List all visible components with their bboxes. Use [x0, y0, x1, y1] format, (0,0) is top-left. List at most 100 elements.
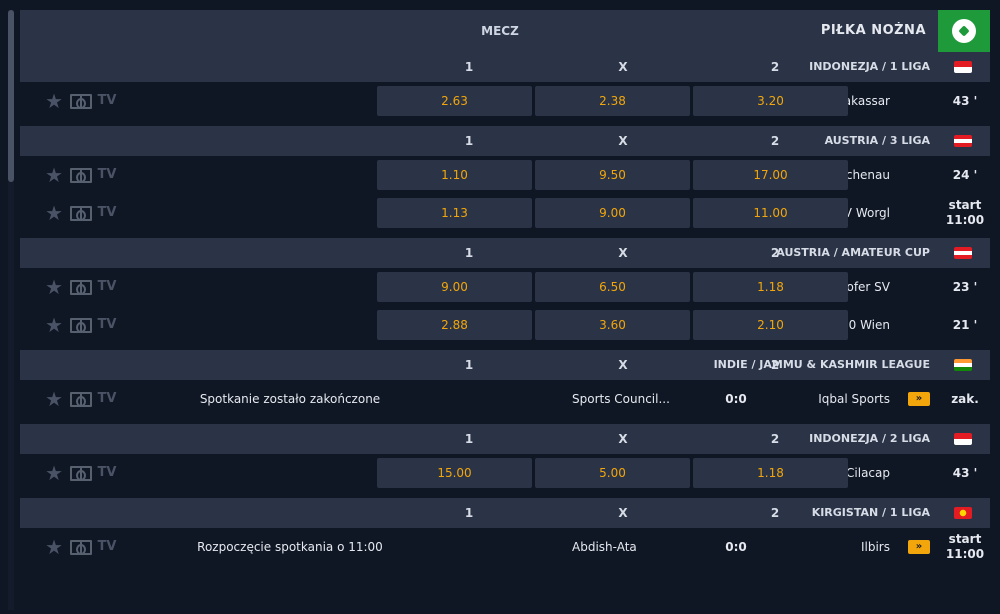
odds-header-two: 2 — [770, 60, 780, 74]
sport-title: PIŁKA NOŻNA — [820, 23, 926, 38]
odd-draw-button[interactable]: 3.60 — [535, 310, 690, 340]
tv-icon[interactable]: TV — [97, 539, 117, 554]
odds-header-one: 1 — [464, 506, 474, 520]
league-header: KIRGISTAN / 1 LIGA 1 X 2 — [20, 498, 990, 528]
odd-draw-button[interactable]: 2.38 — [535, 86, 690, 116]
odds-header-two: 2 — [770, 134, 780, 148]
odds-header-one: 1 — [464, 432, 474, 446]
match-row[interactable]: zak. » Iqbal Sports 0:0 Sports Council... Spo… — [20, 380, 990, 418]
odd-draw-button[interactable]: 9.50 — [535, 160, 690, 190]
match-column-title: MECZ — [481, 24, 519, 38]
odds-header-x: X — [618, 506, 628, 520]
home-team[interactable]: Ilbirs — [860, 540, 890, 554]
pitch-icon[interactable] — [70, 318, 92, 333]
match-row[interactable]: start 11:00 » Ilbirs 0:0 Abdish-Ata Rozpoczęc… — [20, 528, 990, 566]
match-live-badge[interactable]: » — [908, 540, 930, 554]
odd-away-win-button[interactable]: 17.00 — [693, 160, 848, 190]
away-team[interactable]: Abdish-Ata — [572, 540, 637, 554]
league-name[interactable]: INDONEZJA / 2 LIGA — [809, 432, 930, 445]
match-row[interactable]: 23 'Gersthofer SV0:0SV Donau Wien9.006.5… — [20, 268, 990, 306]
league-name[interactable]: INDIE / JAMMU & KASHMIR LEAGUE — [713, 358, 930, 371]
favorite-star-icon[interactable]: ★ — [45, 313, 63, 337]
odd-away-win-button[interactable]: 2.10 — [693, 310, 848, 340]
favorite-star-icon[interactable]: ★ — [45, 387, 63, 411]
match-time: 43 ' — [952, 93, 978, 108]
match-score: 0:0 — [725, 392, 747, 406]
indonesia-flag-icon — [954, 433, 972, 445]
odd-draw-button[interactable]: 6.50 — [535, 272, 690, 302]
match-time: 43 ' — [952, 465, 978, 480]
pitch-icon[interactable] — [70, 168, 92, 183]
favorite-star-icon[interactable]: ★ — [45, 163, 63, 187]
league-header: AUSTRIA / AMATEUR CUP 1 X 2 — [20, 238, 990, 268]
league-header: AUSTRIA / 3 LIGA 1 X 2 — [20, 126, 990, 156]
tv-icon[interactable]: TV — [97, 317, 117, 332]
odd-home-win-button[interactable]: 2.63 — [377, 86, 532, 116]
pitch-icon[interactable] — [70, 206, 92, 221]
odd-away-win-button[interactable]: 1.18 — [693, 458, 848, 488]
pitch-icon[interactable] — [70, 280, 92, 295]
favorite-star-icon[interactable]: ★ — [45, 275, 63, 299]
favorite-star-icon[interactable]: ★ — [45, 89, 63, 113]
favorite-star-icon[interactable]: ★ — [45, 535, 63, 559]
odd-draw-button[interactable]: 5.00 — [535, 458, 690, 488]
match-status: Spotkanie zostało zakończone — [199, 392, 381, 406]
league-name[interactable]: AUSTRIA / AMATEUR CUP — [776, 246, 930, 259]
odd-draw-button[interactable]: 9.00 — [535, 198, 690, 228]
tv-icon[interactable]: TV — [97, 167, 117, 182]
tv-icon[interactable]: TV — [97, 465, 117, 480]
austria-flag-icon — [954, 247, 972, 259]
favorite-star-icon[interactable]: ★ — [45, 201, 63, 225]
pitch-icon[interactable] — [70, 540, 92, 555]
odds-header-x: X — [618, 358, 628, 372]
favorite-star-icon[interactable]: ★ — [45, 461, 63, 485]
odds-header-one: 1 — [464, 246, 474, 260]
india-flag-icon — [954, 359, 972, 371]
odds-header-one: 1 — [464, 134, 474, 148]
odds-header-two: 2 — [770, 506, 780, 520]
odd-away-win-button[interactable]: 3.20 — [693, 86, 848, 116]
odds-header-one: 1 — [464, 358, 474, 372]
odds-header-one: 1 — [464, 60, 474, 74]
match-live-badge[interactable]: » — [908, 392, 930, 406]
odd-home-win-button[interactable]: 15.00 — [377, 458, 532, 488]
odd-home-win-button[interactable]: 1.10 — [377, 160, 532, 190]
football-icon[interactable] — [938, 10, 990, 52]
match-time: start 11:00 — [945, 532, 985, 561]
match-time: zak. — [951, 391, 979, 406]
kyrgyzstan-flag-icon — [954, 507, 972, 519]
austria-flag-icon — [954, 135, 972, 147]
match-time: 21 ' — [952, 317, 978, 332]
odd-home-win-button[interactable]: 2.88 — [377, 310, 532, 340]
match-score: 0:0 — [725, 540, 747, 554]
match-time: 23 ' — [952, 279, 978, 294]
tv-icon[interactable]: TV — [97, 205, 117, 220]
match-status: Rozpoczęcie spotkania o 11:00 — [197, 540, 383, 554]
odd-home-win-button[interactable]: 9.00 — [377, 272, 532, 302]
pitch-icon[interactable] — [70, 94, 92, 109]
odd-away-win-button[interactable]: 1.18 — [693, 272, 848, 302]
tv-icon[interactable]: TV — [97, 279, 117, 294]
home-team[interactable]: Iqbal Sports — [818, 392, 890, 406]
match-time: start 11:00 — [945, 198, 985, 227]
odd-home-win-button[interactable]: 1.13 — [377, 198, 532, 228]
league-header: INDONEZJA / 1 LIGA 1 X 2 — [20, 52, 990, 82]
match-row[interactable]: 43 'PSCS Cilacap0:1Persis Solo15.005.001… — [20, 454, 990, 492]
pitch-icon[interactable] — [70, 392, 92, 407]
league-name[interactable]: KIRGISTAN / 1 LIGA — [811, 506, 930, 519]
scrollbar-thumb[interactable] — [8, 10, 14, 182]
match-row[interactable]: 43 'PSM Makassar0:0PS TIRA2.632.383.20TV… — [20, 82, 990, 120]
pitch-icon[interactable] — [70, 466, 92, 481]
league-name[interactable]: AUSTRIA / 3 LIGA — [824, 134, 930, 147]
odd-away-win-button[interactable]: 11.00 — [693, 198, 848, 228]
tv-icon[interactable]: TV — [97, 93, 117, 108]
tv-icon[interactable]: TV — [97, 391, 117, 406]
league-header: INDONEZJA / 2 LIGA 1 X 2 — [20, 424, 990, 454]
match-row[interactable]: 21 '1980 Wien0:0SV Wienerberg2.883.602.1… — [20, 306, 990, 344]
odds-header-x: X — [618, 246, 628, 260]
match-row[interactable]: 24 'SVG Reichenau1:0Fugen1.109.5017.00TV… — [20, 156, 990, 194]
league-name[interactable]: INDONEZJA / 1 LIGA — [809, 60, 930, 73]
away-team[interactable]: Sports Council... — [572, 392, 670, 406]
